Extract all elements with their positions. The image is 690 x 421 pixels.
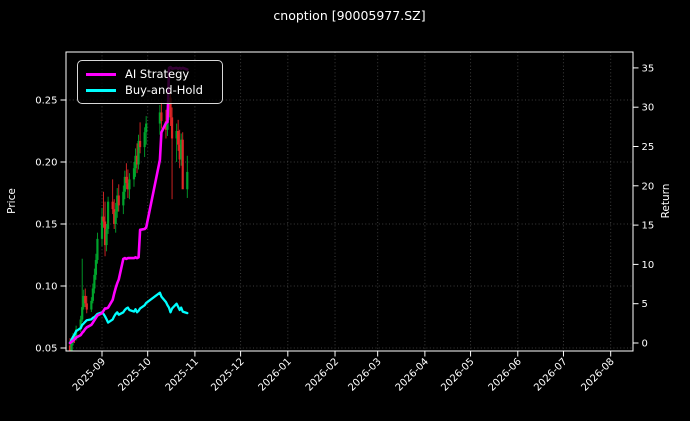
svg-text:0.15: 0.15 xyxy=(35,220,57,231)
svg-text:0.05: 0.05 xyxy=(35,344,57,355)
legend-item-buy-and-hold: Buy-and-Hold xyxy=(86,82,213,98)
svg-text:0.25: 0.25 xyxy=(35,96,57,107)
svg-text:2025-10: 2025-10 xyxy=(116,356,153,393)
svg-text:2026-07: 2026-07 xyxy=(532,356,569,393)
legend-item-ai-strategy: AI Strategy xyxy=(86,66,213,82)
svg-text:10: 10 xyxy=(642,260,655,271)
svg-text:0.20: 0.20 xyxy=(35,158,57,169)
svg-text:30: 30 xyxy=(642,103,655,114)
legend-label-ai-strategy: AI Strategy xyxy=(125,67,190,81)
svg-text:20: 20 xyxy=(642,181,655,192)
svg-text:2026-01: 2026-01 xyxy=(257,356,294,393)
legend: AI Strategy Buy-and-Hold xyxy=(77,60,223,104)
candles-layer xyxy=(68,80,189,351)
svg-text:15: 15 xyxy=(642,221,655,232)
svg-text:2025-09: 2025-09 xyxy=(71,356,108,393)
svg-text:2026-03: 2026-03 xyxy=(346,356,383,393)
svg-text:0: 0 xyxy=(642,339,648,350)
svg-text:2026-04: 2026-04 xyxy=(394,356,431,393)
ai-strategy-line-swatch xyxy=(86,72,116,76)
y-axis-label-return: Return xyxy=(660,184,672,219)
buy-and-hold-line-swatch xyxy=(86,88,116,92)
svg-text:35: 35 xyxy=(642,63,655,74)
svg-text:5: 5 xyxy=(642,299,648,310)
chart-title: cnoption [90005977.SZ] xyxy=(273,8,426,23)
y-axis-label-price: Price xyxy=(6,188,18,214)
svg-text:2026-02: 2026-02 xyxy=(304,356,341,393)
svg-text:2026-05: 2026-05 xyxy=(439,356,476,393)
svg-text:0.10: 0.10 xyxy=(35,282,57,293)
svg-text:2025-12: 2025-12 xyxy=(209,356,246,393)
svg-text:2025-11: 2025-11 xyxy=(164,356,201,393)
legend-label-buy-and-hold: Buy-and-Hold xyxy=(125,83,203,97)
svg-text:2026-06: 2026-06 xyxy=(487,356,524,393)
svg-text:2026-08: 2026-08 xyxy=(579,356,616,393)
svg-text:25: 25 xyxy=(642,142,655,153)
